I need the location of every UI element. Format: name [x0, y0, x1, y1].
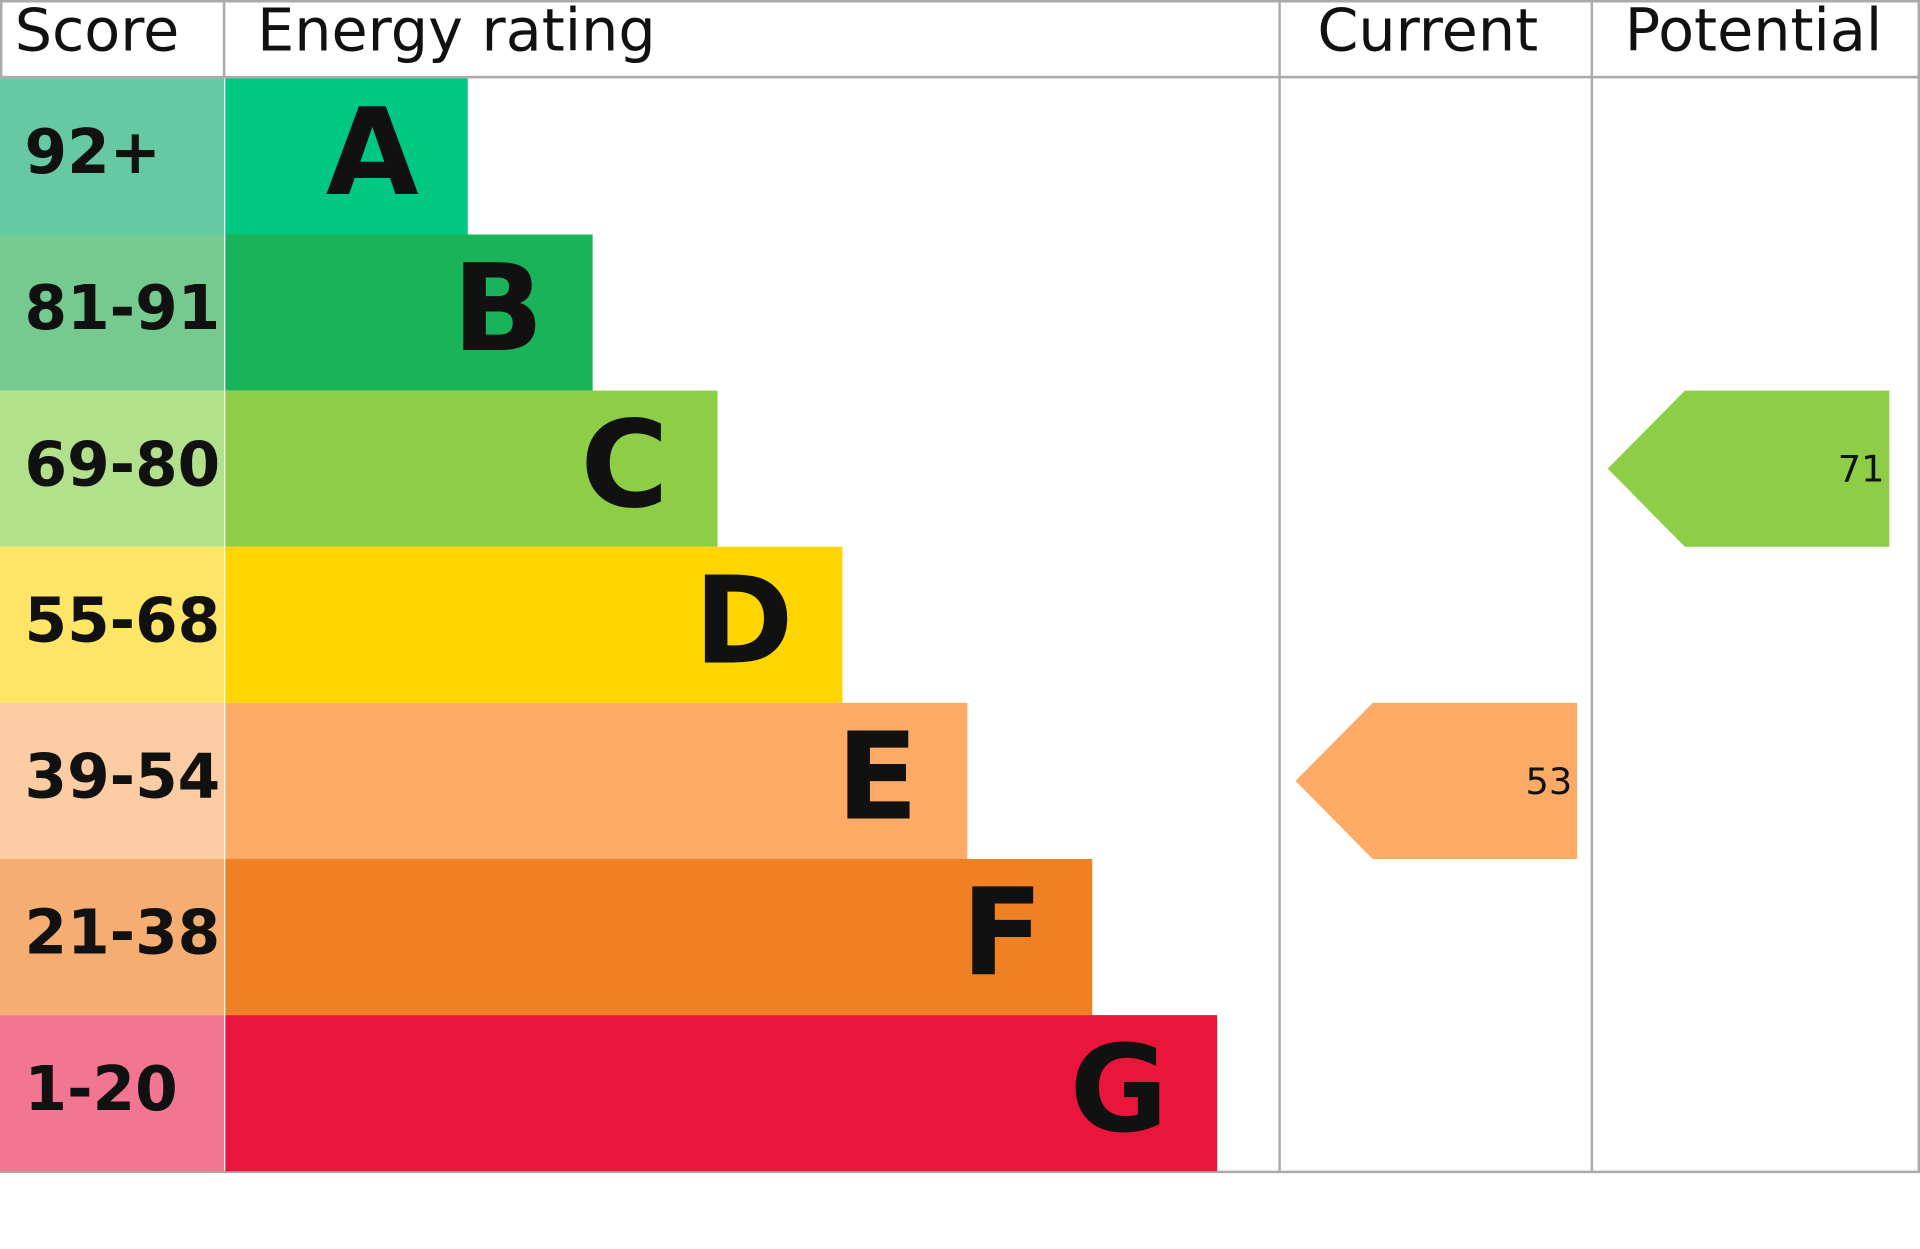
score-cell	[0, 546, 225, 703]
header-current: Current	[1317, 0, 1538, 64]
potential-arrow	[1607, 390, 1890, 547]
score-label: 92+	[24, 117, 161, 188]
score-cell	[0, 702, 225, 859]
score-label: 21-38	[24, 898, 220, 969]
rating-letter: E	[836, 709, 918, 848]
score-label: 81-91	[24, 273, 220, 344]
rating-letter: C	[580, 396, 668, 535]
rating-letter: G	[1070, 1021, 1169, 1160]
current-value: 53	[1526, 760, 1573, 803]
score-label: 55-68	[24, 585, 220, 656]
rating-bar	[225, 1015, 1218, 1172]
header-rating: Energy rating	[257, 0, 656, 64]
rating-bar	[225, 546, 843, 703]
rating-bar	[225, 234, 593, 391]
score-label: 1-20	[24, 1054, 177, 1125]
current-arrow	[1295, 702, 1578, 859]
rating-bar	[225, 390, 718, 547]
score-cell	[0, 78, 225, 235]
rating-letter: D	[694, 552, 794, 691]
rating-bar	[225, 858, 1093, 1016]
rating-letter: A	[326, 84, 419, 223]
rating-bar	[225, 702, 968, 859]
score-cell	[0, 390, 225, 547]
score-cell	[0, 234, 225, 391]
score-label: 69-80	[24, 429, 220, 500]
rating-bar	[225, 78, 468, 235]
rating-letter: F	[961, 865, 1043, 1004]
rating-letter: B	[452, 240, 543, 379]
score-cell	[0, 858, 225, 1016]
header-potential: Potential	[1625, 0, 1882, 64]
header-score: Score	[15, 0, 180, 64]
potential-value: 71	[1838, 448, 1885, 491]
score-cell	[0, 1015, 225, 1172]
score-label: 39-54	[24, 742, 220, 813]
